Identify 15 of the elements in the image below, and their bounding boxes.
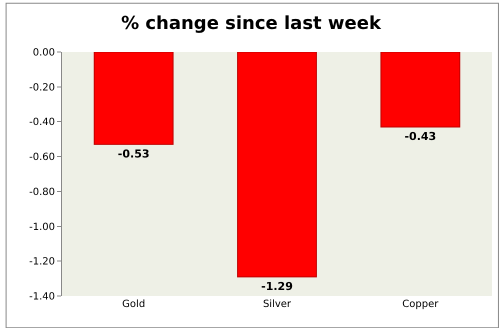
y-tick-label: -1.00	[29, 222, 55, 233]
x-tick-label: Copper	[402, 299, 440, 310]
x-tick-label: Silver	[262, 299, 292, 310]
y-tick-label: -0.60	[29, 152, 55, 164]
y-tick-label: -1.20	[29, 256, 55, 268]
y-tick-label: -0.80	[29, 186, 55, 198]
chart-title: % change since last week	[121, 13, 382, 34]
data-label: -0.43	[404, 130, 436, 143]
y-tick-label: -0.40	[29, 117, 55, 128]
data-label: -0.53	[118, 147, 150, 160]
y-tick-label: 0.00	[32, 48, 55, 58]
x-tick-label: Gold	[122, 299, 146, 310]
data-label: -1.29	[261, 280, 293, 293]
y-tick-label: -0.20	[29, 82, 55, 94]
y-tick-label: -1.40	[29, 292, 55, 302]
